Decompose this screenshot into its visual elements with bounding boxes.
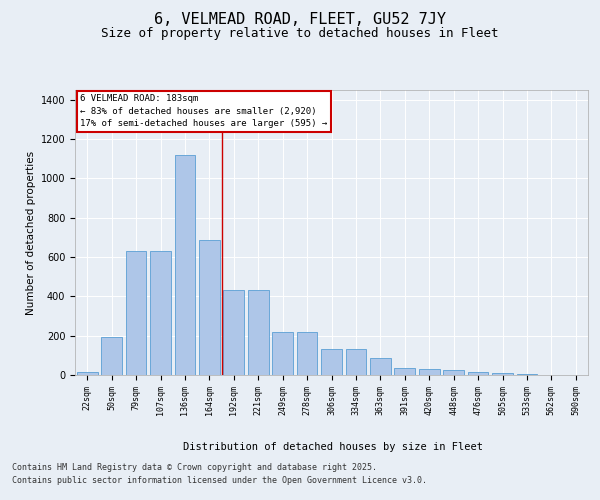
Bar (492, 373, 513, 375)
Bar (394, 368, 415, 375)
Text: Distribution of detached houses by size in Fleet: Distribution of detached houses by size … (183, 442, 483, 452)
Text: Contains public sector information licensed under the Open Government Licence v3: Contains public sector information licen… (12, 476, 427, 485)
Bar (517, 374, 538, 375)
Text: Size of property relative to detached houses in Fleet: Size of property relative to detached ho… (101, 26, 499, 40)
Bar (248, 290, 269, 375)
Bar (370, 358, 391, 375)
Text: 6, VELMEAD ROAD, FLEET, GU52 7JY: 6, VELMEAD ROAD, FLEET, GU52 7JY (154, 12, 446, 28)
Bar (77, 372, 98, 375)
Bar (125, 251, 146, 375)
Bar (272, 332, 293, 375)
Y-axis label: Number of detached properties: Number of detached properties (26, 150, 37, 314)
Bar (223, 290, 244, 375)
Bar (101, 336, 122, 375)
Bar (199, 240, 220, 375)
Bar (346, 350, 367, 375)
Text: 6 VELMEAD ROAD: 183sqm
← 83% of detached houses are smaller (2,920)
17% of semi-: 6 VELMEAD ROAD: 183sqm ← 83% of detached… (80, 94, 328, 128)
Bar (150, 251, 171, 375)
Bar (321, 350, 342, 375)
Text: Contains HM Land Registry data © Crown copyright and database right 2025.: Contains HM Land Registry data © Crown c… (12, 464, 377, 472)
Bar (296, 332, 317, 375)
Bar (419, 369, 440, 375)
Bar (443, 370, 464, 375)
Bar (175, 155, 196, 375)
Bar (467, 372, 488, 375)
